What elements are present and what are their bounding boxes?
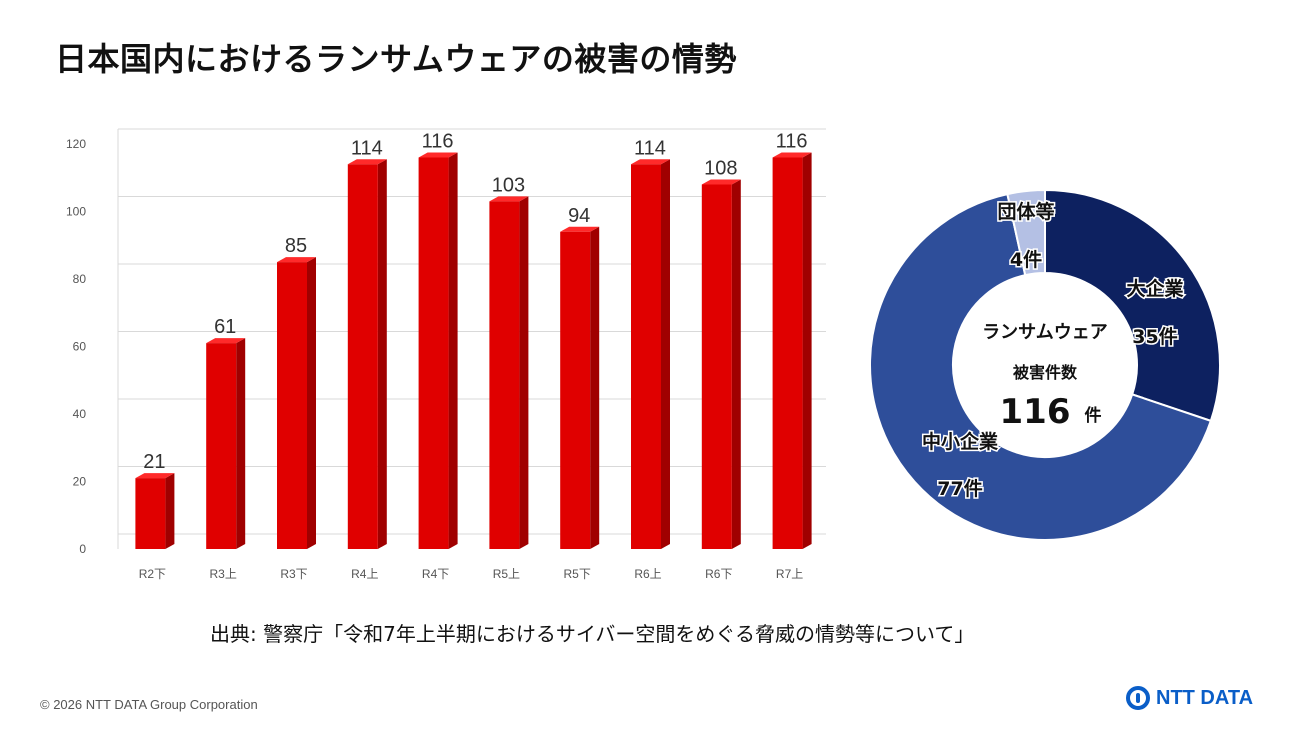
bar	[135, 478, 166, 549]
y-tick-label: 40	[73, 407, 87, 421]
y-tick-label: 20	[73, 475, 87, 489]
data-labels: 21 61 85 114 116 103 94 114 108 116	[143, 131, 807, 474]
copyright: © 2026 NTT DATA Group Corporation	[40, 697, 258, 712]
bar	[631, 164, 661, 549]
bar	[701, 184, 732, 549]
bar-side	[307, 257, 316, 549]
donut-slice	[1006, 188, 1046, 277]
bar-top	[135, 473, 175, 479]
page-title: 日本国内におけるランサムウェアの被害の情勢	[55, 40, 737, 78]
donut-slice-value: 35件	[1132, 325, 1177, 348]
x-tick-label: R4下	[422, 567, 449, 581]
x-tick-label: R3上	[210, 567, 237, 581]
donut-total-value: 116	[1000, 392, 1071, 432]
bar-side	[590, 226, 600, 549]
x-axis-ticks: R2下 R3上 R3下 R4上 R4下 R5上 R5下 R6上 R6下 R7上	[139, 567, 804, 581]
bar-top	[418, 152, 458, 158]
donut-slice-name: 大企業	[1126, 277, 1184, 300]
x-tick-label: R6下	[705, 567, 732, 581]
bar-value-label: 103	[492, 174, 525, 196]
bar	[277, 262, 307, 549]
bar-value-label: 21	[143, 451, 165, 473]
bar-value-label: 114	[634, 137, 666, 159]
y-tick-label: 60	[73, 340, 87, 354]
bar-side	[448, 152, 458, 549]
bar	[347, 164, 378, 549]
bar-top	[701, 179, 741, 185]
x-tick-label: R5上	[493, 567, 520, 581]
bar-top	[206, 338, 246, 344]
y-tick-label: 120	[66, 137, 86, 151]
bar-top	[277, 257, 316, 263]
x-tick-label: R3下	[280, 567, 307, 581]
donut-slice	[869, 192, 1213, 541]
bar-top	[489, 196, 529, 202]
y-axis-ticks: 0 20 40 60 80 100 120	[66, 137, 86, 556]
bar-chart: 0 20 40 60 80 100 120 21 61 85 114 116 103 94 114 108 1…	[66, 128, 826, 581]
bars	[135, 152, 812, 549]
bar-side	[661, 159, 670, 549]
donut-slice-value: 4件	[1010, 248, 1042, 271]
donut-center-subtitle: 被害件数	[1013, 363, 1078, 382]
bar	[206, 343, 237, 549]
bar	[489, 201, 520, 549]
bar-side	[377, 159, 387, 549]
donut-slice	[1044, 188, 1221, 423]
bar-value-label: 85	[285, 235, 307, 257]
bar	[560, 231, 591, 549]
bar-top	[631, 159, 670, 165]
bar-value-label: 116	[776, 131, 808, 153]
y-tick-label: 80	[73, 272, 87, 286]
bar	[418, 157, 449, 549]
bar-side	[165, 473, 175, 549]
bar-side	[731, 179, 741, 549]
bar-value-label: 108	[704, 158, 737, 180]
donut-center-title: ランサムウェア	[982, 322, 1108, 343]
x-tick-label: R7上	[776, 567, 803, 581]
bar-side	[236, 338, 246, 549]
donut-slice-name: 団体等	[997, 200, 1054, 223]
donut-total-unit: 件	[1085, 405, 1102, 426]
brand-logo: NTT DATA	[1126, 686, 1253, 710]
bar-top	[560, 226, 600, 232]
bar-value-label: 94	[568, 205, 590, 227]
bar	[772, 157, 803, 549]
bar-side	[519, 196, 529, 549]
bar-top	[772, 152, 812, 158]
bar-value-label: 116	[422, 131, 454, 153]
x-tick-label: R5下	[564, 567, 591, 581]
bar-value-label: 61	[214, 316, 236, 338]
bar-value-label: 114	[351, 137, 383, 159]
bar-top	[347, 159, 387, 165]
x-tick-label: R6上	[634, 567, 661, 581]
logo-text: NTT DATA	[1156, 686, 1254, 709]
y-tick-label: 0	[79, 542, 86, 556]
bar-side	[802, 152, 812, 549]
donut-slices	[869, 188, 1221, 541]
logo-icon	[1126, 686, 1150, 710]
x-tick-label: R2下	[139, 567, 166, 581]
x-tick-label: R4上	[351, 567, 378, 581]
donut-slice-name: 中小企業	[922, 430, 999, 453]
source-citation: 出典: 警察庁「令和7年上半期におけるサイバー空間をめぐる脅威の情勢等について」	[210, 622, 975, 646]
y-tick-label: 100	[66, 205, 86, 219]
donut-slice-value: 77件	[937, 477, 982, 500]
